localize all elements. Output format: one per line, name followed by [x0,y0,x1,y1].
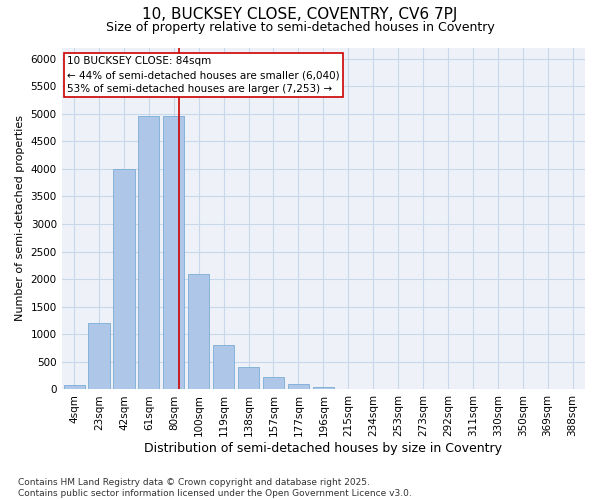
Bar [263,378,284,390]
Bar [188,274,209,390]
Bar [313,386,334,390]
Bar [64,385,85,390]
Bar [288,384,309,390]
Text: 10 BUCKSEY CLOSE: 84sqm
← 44% of semi-detached houses are smaller (6,040)
53% of: 10 BUCKSEY CLOSE: 84sqm ← 44% of semi-de… [67,56,340,94]
Bar [88,324,110,390]
Bar [338,388,359,390]
Text: Size of property relative to semi-detached houses in Coventry: Size of property relative to semi-detach… [106,21,494,34]
Text: Contains HM Land Registry data © Crown copyright and database right 2025.
Contai: Contains HM Land Registry data © Crown c… [18,478,412,498]
Bar [238,368,259,390]
Text: 10, BUCKSEY CLOSE, COVENTRY, CV6 7PJ: 10, BUCKSEY CLOSE, COVENTRY, CV6 7PJ [142,8,458,22]
X-axis label: Distribution of semi-detached houses by size in Coventry: Distribution of semi-detached houses by … [145,442,502,455]
Bar [138,116,160,390]
Bar [113,169,134,390]
Bar [213,346,234,390]
Y-axis label: Number of semi-detached properties: Number of semi-detached properties [15,116,25,322]
Bar [163,116,184,390]
